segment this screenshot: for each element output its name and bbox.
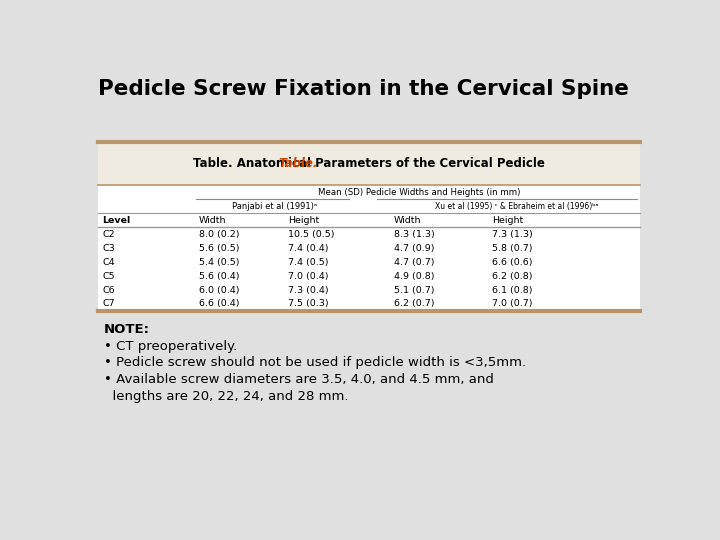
Text: • Available screw diameters are 3.5, 4.0, and 4.5 mm, and: • Available screw diameters are 3.5, 4.0… [104,373,494,386]
Text: 7.4 (0.5): 7.4 (0.5) [288,258,328,267]
Text: 8.0 (0.2): 8.0 (0.2) [199,230,239,239]
Text: C4: C4 [102,258,115,267]
Text: Height: Height [288,216,320,225]
Text: C5: C5 [102,272,115,281]
Text: C2: C2 [102,230,115,239]
Text: 7.4 (0.4): 7.4 (0.4) [288,244,328,253]
Text: 7.5 (0.3): 7.5 (0.3) [288,300,329,308]
Text: Table.: Table. [279,157,318,170]
Text: 10.5 (0.5): 10.5 (0.5) [288,230,335,239]
Text: 4.7 (0.7): 4.7 (0.7) [394,258,435,267]
Text: NOTE:: NOTE: [104,323,150,336]
Text: lengths are 20, 22, 24, and 28 mm.: lengths are 20, 22, 24, and 28 mm. [104,390,348,403]
Text: 5.8 (0.7): 5.8 (0.7) [492,244,532,253]
Text: 7.3 (0.4): 7.3 (0.4) [288,286,329,294]
Text: C7: C7 [102,300,115,308]
Text: Height: Height [492,216,523,225]
Text: 6.2 (0.8): 6.2 (0.8) [492,272,532,281]
Text: 6.2 (0.7): 6.2 (0.7) [394,300,435,308]
Text: 6.0 (0.4): 6.0 (0.4) [199,286,239,294]
Text: 4.9 (0.8): 4.9 (0.8) [394,272,435,281]
Text: 7.0 (0.7): 7.0 (0.7) [492,300,532,308]
Text: Table. Anatomical Parameters of the Cervical Pedicle: Table. Anatomical Parameters of the Cerv… [193,157,545,170]
Text: 5.6 (0.4): 5.6 (0.4) [199,272,239,281]
Text: Pedicle Screw Fixation in the Cervical Spine: Pedicle Screw Fixation in the Cervical S… [99,79,629,99]
Text: • Pedicle screw should not be used if pedicle width is <3,5mm.: • Pedicle screw should not be used if pe… [104,356,526,369]
Text: Width: Width [199,216,226,225]
Text: 5.4 (0.5): 5.4 (0.5) [199,258,239,267]
Text: 7.0 (0.4): 7.0 (0.4) [288,272,328,281]
Text: 5.1 (0.7): 5.1 (0.7) [394,286,435,294]
Text: 6.6 (0.4): 6.6 (0.4) [199,300,239,308]
Text: Mean (SD) Pedicle Widths and Heights (in mm): Mean (SD) Pedicle Widths and Heights (in… [318,188,521,197]
Text: Panjabi et al (1991)ᵃ: Panjabi et al (1991)ᵃ [232,202,317,211]
Text: 4.7 (0.9): 4.7 (0.9) [394,244,435,253]
Text: • CT preoperatively.: • CT preoperatively. [104,340,237,353]
Text: 6.6 (0.6): 6.6 (0.6) [492,258,532,267]
Text: 5.6 (0.5): 5.6 (0.5) [199,244,239,253]
Text: Level: Level [102,216,130,225]
Text: 8.3 (1.3): 8.3 (1.3) [394,230,435,239]
Text: C6: C6 [102,286,115,294]
Text: 7.3 (1.3): 7.3 (1.3) [492,230,533,239]
Text: C3: C3 [102,244,115,253]
Text: Xu et al (1995) ᶜ & Ebraheim et al (1996)ᵇᵃ: Xu et al (1995) ᶜ & Ebraheim et al (1996… [435,202,598,211]
Text: 6.1 (0.8): 6.1 (0.8) [492,286,532,294]
Text: Width: Width [394,216,422,225]
